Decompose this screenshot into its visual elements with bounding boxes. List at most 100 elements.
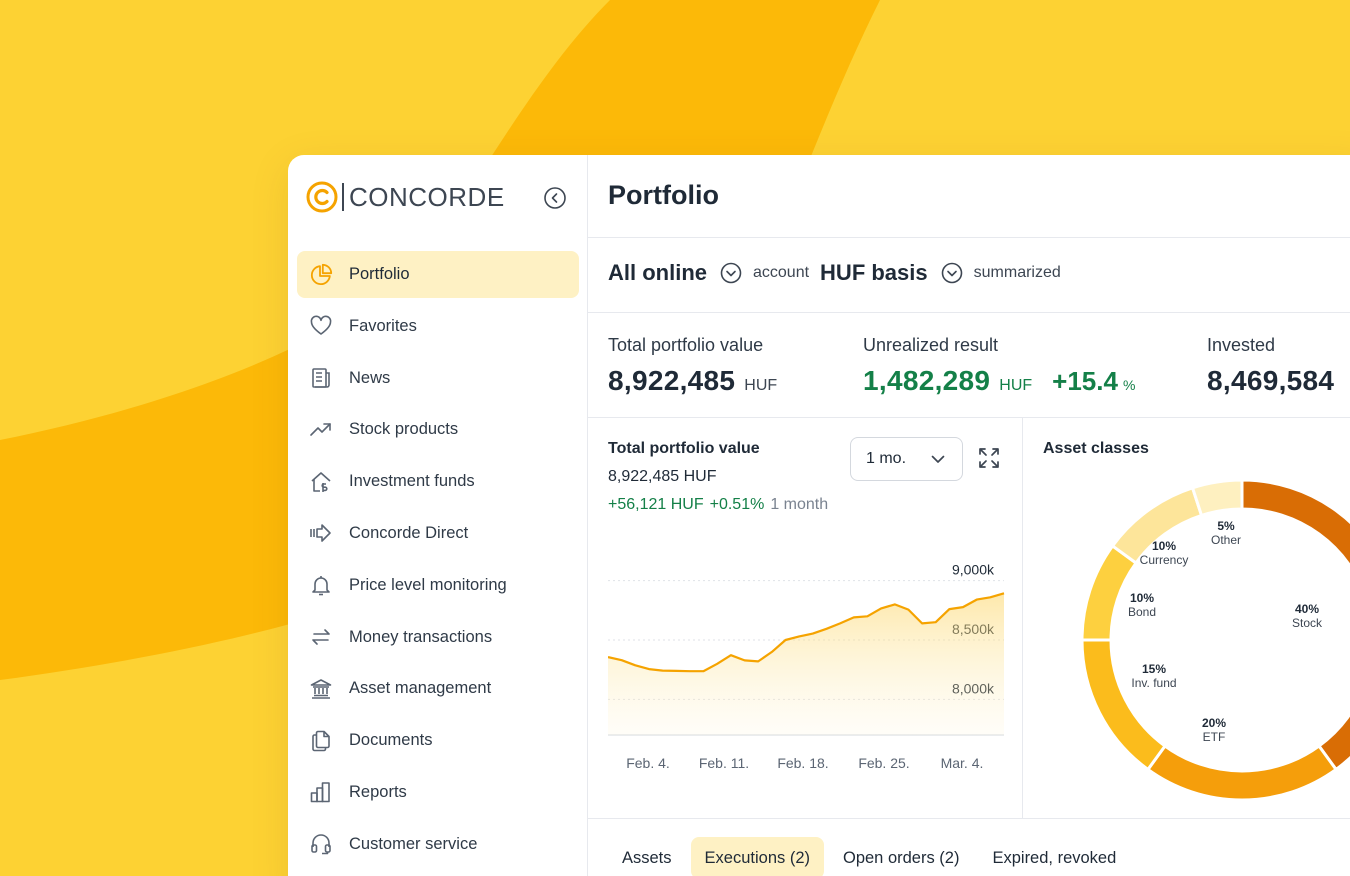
- chevron-down-icon: [931, 455, 945, 463]
- account-dropdown-icon[interactable]: [720, 262, 742, 284]
- slice-percent-label: 10%: [1152, 539, 1176, 553]
- tab-open-orders[interactable]: Open orders (2): [843, 848, 960, 867]
- period-select-value: 1 mo.: [866, 450, 907, 467]
- account-filter-label: account: [753, 264, 810, 281]
- bank-icon: [309, 677, 333, 701]
- sidebar: CONCORDE Portfolio Fav: [288, 155, 588, 876]
- pie-slice[interactable]: [1190, 478, 1244, 518]
- metric-percent: +15.4: [1052, 366, 1118, 396]
- divider: [588, 818, 1350, 819]
- divider: [588, 237, 1350, 238]
- sidebar-item-price-level-monitoring[interactable]: Price level monitoring: [297, 562, 579, 609]
- documents-icon: [309, 729, 333, 753]
- pie-slice[interactable]: [1080, 543, 1139, 642]
- line-area: [608, 593, 1004, 735]
- sidebar-item-stock-products[interactable]: Stock products: [297, 406, 579, 453]
- sidebar-item-concorde-direct[interactable]: Concorde Direct: [297, 510, 579, 557]
- headset-icon: [309, 832, 333, 856]
- line-chart-value: 8,922,485 HUF: [608, 468, 717, 485]
- brand-name: CONCORDE: [349, 181, 505, 212]
- sidebar-item-asset-management[interactable]: Asset management: [297, 665, 579, 712]
- brand-logo[interactable]: CONCORDE: [306, 181, 505, 213]
- sidebar-nav: Portfolio Favorites News: [297, 251, 579, 873]
- sidebar-item-label: Investment funds: [349, 472, 475, 491]
- sidebar-item-investment-funds[interactable]: Investment funds: [297, 458, 579, 505]
- sidebar-item-money-transactions[interactable]: Money transactions: [297, 614, 579, 661]
- metric-total-value: Total portfolio value 8,922,485 HUF: [608, 335, 777, 397]
- slice-percent-label: 40%: [1295, 602, 1319, 616]
- house-dollar-icon: [309, 470, 333, 494]
- sidebar-item-label: Portfolio: [349, 265, 410, 283]
- slice-category-label: Other: [1211, 533, 1241, 547]
- divider: [588, 312, 1350, 313]
- metric-label: Invested: [1207, 335, 1276, 355]
- sidebar-item-label: Customer service: [349, 834, 478, 853]
- basis-filter-value[interactable]: HUF basis: [820, 260, 928, 285]
- metric-value: 1,482,289: [863, 365, 991, 396]
- slice-category-label: Stock: [1292, 616, 1323, 630]
- sidebar-item-label: Money transactions: [349, 627, 493, 646]
- tab-executions[interactable]: Executions (2): [690, 837, 824, 876]
- account-filter-value[interactable]: All online: [608, 260, 707, 285]
- tab-bar: Assets Executions (2) Open orders (2) Ex…: [608, 837, 1135, 876]
- page-title: Portfolio: [608, 180, 719, 210]
- slice-category-label: Bond: [1128, 605, 1156, 619]
- slice-percent-label: 10%: [1130, 591, 1154, 605]
- sidebar-item-favorites[interactable]: Favorites: [297, 303, 579, 350]
- line-chart-title: Total portfolio value: [608, 440, 760, 457]
- sidebar-item-label: Stock products: [349, 420, 459, 439]
- newspaper-icon: [309, 366, 333, 390]
- change-absolute: +56,121 HUF: [608, 496, 704, 513]
- sidebar-item-documents[interactable]: Documents: [297, 717, 579, 764]
- sidebar-item-news[interactable]: News: [297, 355, 579, 402]
- heart-icon: [309, 314, 333, 338]
- x-tick-label: Feb. 11.: [699, 755, 749, 771]
- metric-label: Unrealized result: [863, 335, 999, 355]
- metric-label: Total portfolio value: [608, 335, 764, 355]
- line-chart-change: +56,121 HUF +0.51% 1 month: [608, 496, 828, 514]
- pie-chart-icon: [309, 263, 333, 287]
- change-percent: +0.51%: [709, 496, 765, 513]
- divider: [588, 417, 1350, 418]
- tab-expired-revoked[interactable]: Expired, revoked: [992, 848, 1117, 867]
- tab-assets[interactable]: Assets: [622, 848, 672, 867]
- slice-percent-label: 15%: [1142, 662, 1166, 676]
- slice-category-label: ETF: [1203, 730, 1226, 744]
- x-tick-label: Mar. 4.: [941, 755, 984, 771]
- sidebar-item-reports[interactable]: Reports: [297, 769, 579, 816]
- x-tick-label: Feb. 4.: [626, 755, 670, 771]
- change-period: 1 month: [770, 496, 829, 513]
- metric-value: 8,469,584: [1207, 365, 1335, 396]
- transfer-arrows-icon: [309, 625, 333, 649]
- brand-divider: [342, 183, 344, 211]
- slice-percent-label: 20%: [1202, 716, 1226, 730]
- slice-percent-label: 5%: [1217, 519, 1235, 533]
- sidebar-item-label: News: [349, 368, 391, 387]
- metric-unit: HUF: [999, 377, 1033, 394]
- metric-unrealized-result: Unrealized result 1,482,289 HUF +15.4 %: [863, 335, 1135, 397]
- sidebar-item-label: Favorites: [349, 316, 417, 335]
- sidebar-item-label: Asset management: [349, 679, 492, 698]
- pie-slice[interactable]: [1145, 743, 1339, 802]
- pie-chart-title: Asset classes: [1043, 440, 1149, 457]
- filter-bar: All online account HUF basis summarized: [608, 260, 1072, 286]
- panel-divider: [1022, 418, 1023, 818]
- period-select[interactable]: 1 mo.: [850, 437, 963, 481]
- x-tick-label: Feb. 18.: [777, 755, 828, 771]
- bar-chart-icon: [309, 780, 333, 804]
- basis-filter-label: summarized: [973, 264, 1061, 281]
- sidebar-item-portfolio[interactable]: Portfolio: [297, 251, 579, 298]
- metric-unit: HUF: [744, 377, 778, 394]
- basis-dropdown-icon[interactable]: [941, 262, 963, 284]
- expand-icon[interactable]: [978, 447, 1000, 469]
- y-tick-label: 9,000k: [952, 562, 995, 578]
- sidebar-item-label: Documents: [349, 731, 433, 750]
- pie-slice[interactable]: [1080, 638, 1168, 772]
- collapse-sidebar-icon[interactable]: [543, 186, 567, 210]
- main-content: Portfolio All online account HUF basis s…: [588, 155, 1350, 876]
- x-tick-label: Feb. 25.: [858, 755, 909, 771]
- sidebar-item-customer-service[interactable]: Customer service: [297, 821, 579, 868]
- slice-category-label: Inv. fund: [1131, 676, 1176, 690]
